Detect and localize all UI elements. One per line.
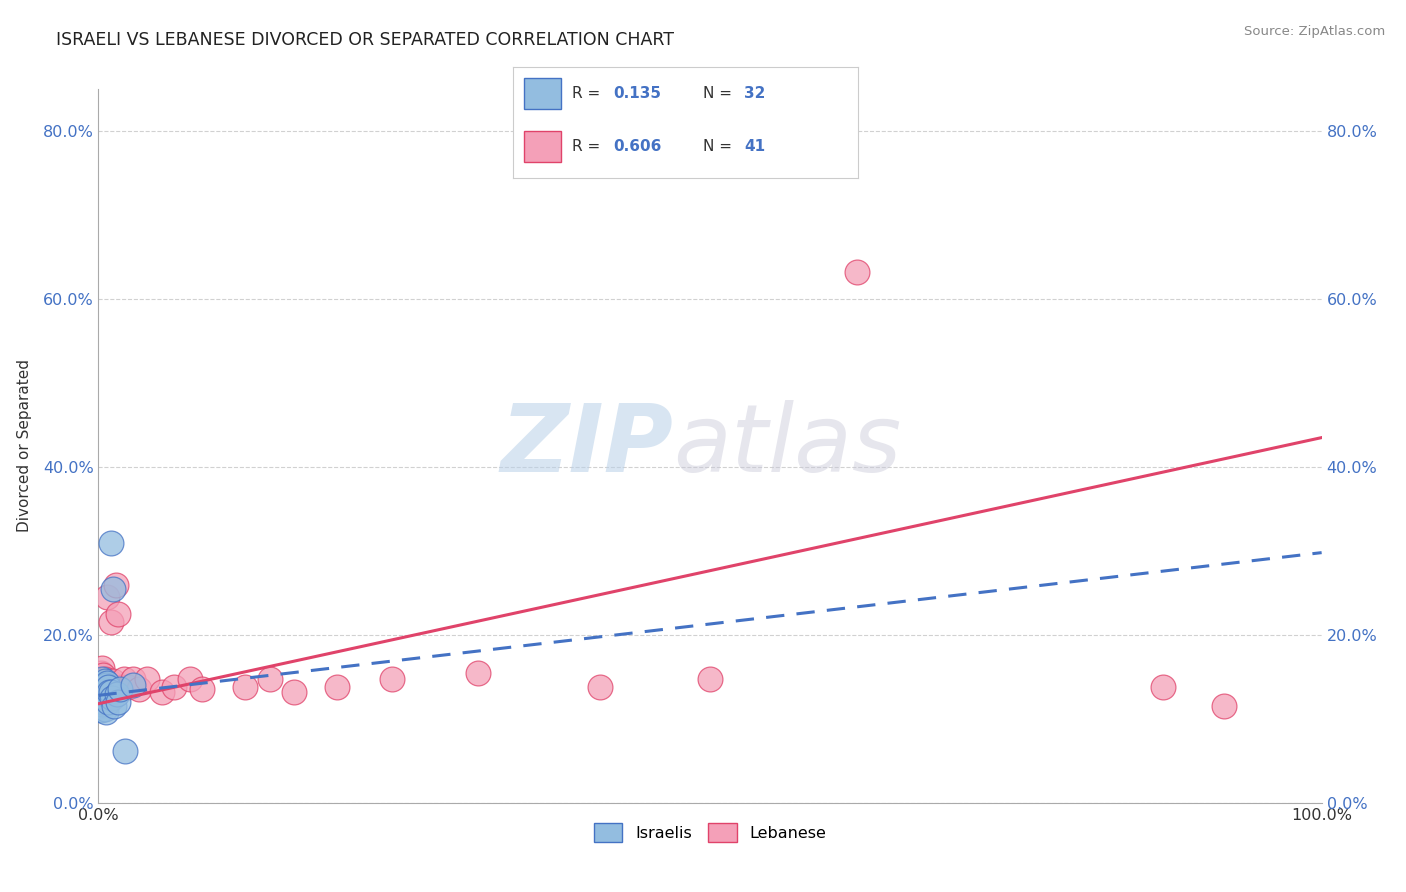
- Point: [96, 675, 118, 690]
- Text: N =: N =: [703, 139, 737, 153]
- Point: [845, 265, 868, 279]
- Legend: Israelis, Lebanese: Israelis, Lebanese: [588, 817, 832, 848]
- Text: 0.606: 0.606: [613, 139, 661, 153]
- Point: [91, 680, 114, 694]
- Text: N =: N =: [703, 86, 737, 101]
- Text: 0.135: 0.135: [613, 86, 661, 101]
- Point: [96, 590, 118, 604]
- Point: [97, 695, 120, 709]
- FancyBboxPatch shape: [523, 78, 561, 109]
- Point: [89, 685, 111, 699]
- Point: [104, 577, 127, 591]
- Point: [163, 680, 186, 694]
- Point: [91, 668, 114, 682]
- Point: [93, 672, 115, 686]
- Point: [107, 607, 129, 621]
- Point: [103, 699, 125, 714]
- Point: [1212, 699, 1234, 714]
- Point: [91, 661, 114, 675]
- Point: [136, 672, 159, 686]
- Point: [98, 685, 121, 699]
- Text: ZIP: ZIP: [501, 400, 673, 492]
- Point: [94, 680, 117, 694]
- Point: [93, 702, 115, 716]
- Point: [94, 690, 117, 705]
- Point: [128, 682, 150, 697]
- Point: [89, 672, 111, 686]
- Point: [100, 615, 122, 630]
- Text: R =: R =: [572, 139, 605, 153]
- Point: [100, 535, 122, 549]
- Point: [90, 703, 112, 717]
- Text: ISRAELI VS LEBANESE DIVORCED OR SEPARATED CORRELATION CHART: ISRAELI VS LEBANESE DIVORCED OR SEPARATE…: [56, 31, 675, 49]
- Point: [326, 680, 349, 694]
- Point: [101, 680, 124, 694]
- Point: [89, 690, 111, 705]
- Point: [121, 678, 143, 692]
- Text: R =: R =: [572, 86, 605, 101]
- Point: [589, 680, 612, 694]
- Point: [91, 684, 114, 698]
- Point: [233, 680, 256, 694]
- Point: [101, 582, 124, 596]
- Point: [94, 693, 117, 707]
- Point: [94, 678, 117, 692]
- Point: [93, 687, 115, 701]
- Point: [114, 744, 136, 758]
- Text: atlas: atlas: [673, 401, 901, 491]
- Point: [107, 695, 129, 709]
- Point: [179, 672, 201, 686]
- Point: [121, 672, 143, 686]
- Point: [91, 674, 114, 689]
- Point: [381, 672, 404, 686]
- Point: [259, 672, 281, 686]
- Point: [150, 685, 173, 699]
- Point: [105, 687, 128, 701]
- Point: [91, 672, 114, 686]
- Point: [93, 674, 115, 689]
- Point: [89, 682, 111, 697]
- Point: [1152, 680, 1174, 694]
- Point: [699, 672, 721, 686]
- Point: [110, 682, 132, 697]
- Point: [94, 705, 117, 719]
- FancyBboxPatch shape: [523, 131, 561, 161]
- Point: [467, 665, 489, 680]
- Point: [100, 685, 122, 699]
- Text: Source: ZipAtlas.com: Source: ZipAtlas.com: [1244, 25, 1385, 38]
- Point: [90, 680, 112, 694]
- Point: [101, 674, 124, 689]
- Point: [96, 689, 118, 703]
- Point: [112, 672, 135, 686]
- Point: [283, 685, 305, 699]
- Point: [90, 676, 112, 690]
- Point: [191, 682, 214, 697]
- Point: [97, 680, 120, 694]
- Point: [101, 690, 124, 705]
- Y-axis label: Divorced or Separated: Divorced or Separated: [17, 359, 31, 533]
- Point: [90, 665, 112, 680]
- Point: [91, 682, 114, 697]
- Point: [97, 685, 120, 699]
- Point: [117, 680, 139, 694]
- Text: 32: 32: [744, 86, 765, 101]
- Point: [91, 689, 114, 703]
- Point: [98, 674, 121, 689]
- Text: 41: 41: [744, 139, 765, 153]
- Point: [91, 697, 114, 711]
- Point: [90, 689, 112, 703]
- Point: [89, 699, 111, 714]
- Point: [111, 680, 134, 694]
- Point: [91, 695, 114, 709]
